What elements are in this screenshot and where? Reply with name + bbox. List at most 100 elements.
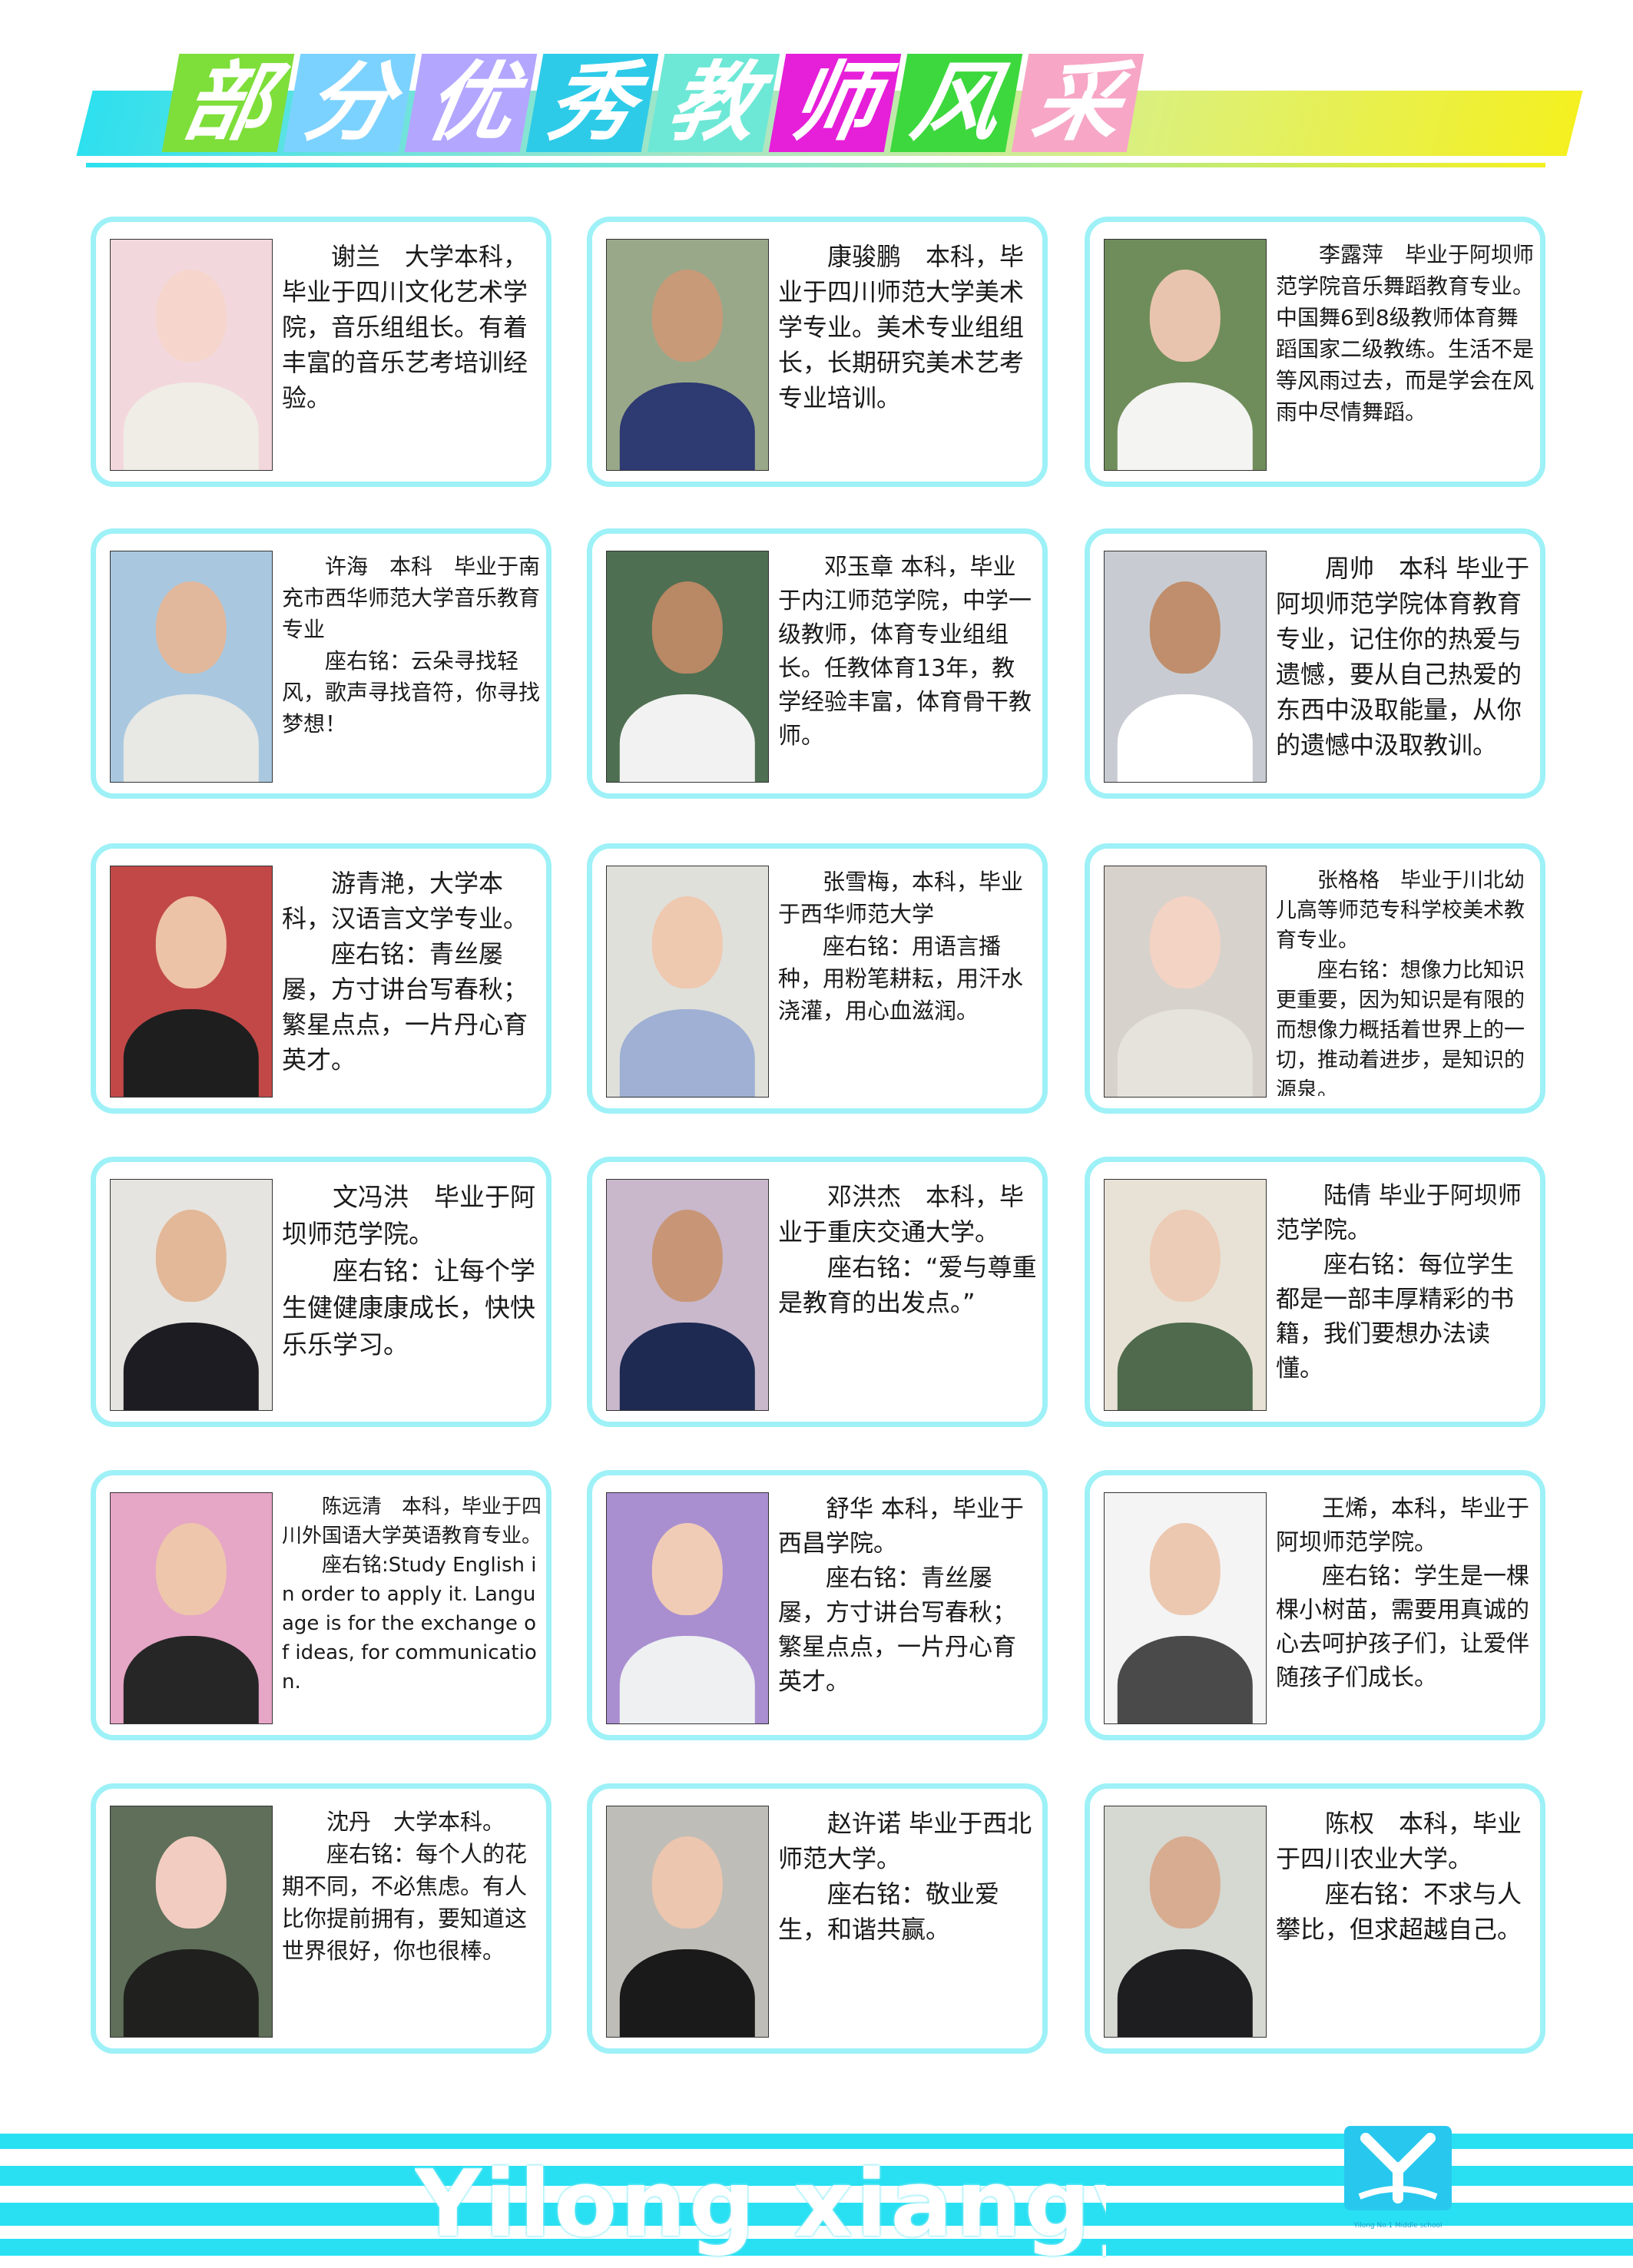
teacher-photo — [110, 239, 273, 471]
teacher-photo — [1104, 551, 1267, 783]
photo-figure-head — [1149, 1210, 1221, 1302]
photo-figure-head — [1149, 1523, 1221, 1615]
teacher-card: 张雪梅，本科，毕业于西华师范大学 座右铭：用语言播种，用粉笔耕耘，用汗水浇灌，用… — [587, 843, 1048, 1114]
teacher-photo — [1104, 1179, 1267, 1411]
photo-figure-body — [1117, 694, 1254, 782]
teacher-photo — [110, 1806, 273, 2038]
photo-figure-head — [651, 270, 724, 362]
title-underline — [86, 163, 1545, 167]
teacher-bio: 邓洪杰 本科，毕业于重庆交通大学。 座右铭：“爱与尊重是教育的出发点。” — [778, 1182, 1037, 1317]
teacher-photo — [1104, 866, 1267, 1098]
teacher-card: 舒华 本科，毕业于西昌学院。 座右铭：青丝屡屡，方寸讲台写春秋；繁星点点，一片丹… — [587, 1470, 1048, 1740]
teacher-card: 沈丹 大学本科。 座右铭：每个人的花期不同，不必焦虑。有人比你提前拥有，要知道这… — [91, 1783, 552, 2054]
title-char: 优 — [404, 53, 538, 153]
teacher-bio: 陈权 本科，毕业于四川农业大学。 座右铭：不求与人攀比，但求超越自己。 — [1276, 1809, 1522, 1944]
title-char: 教 — [647, 53, 780, 153]
photo-figure-body — [619, 1949, 756, 2037]
photo-figure-body — [123, 1949, 260, 2037]
teacher-card: 周帅 本科 毕业于阿坝师范学院体育教育专业，记住你的热爱与遗憾，要从自己热爱的东… — [1085, 528, 1545, 799]
title-char: 风 — [889, 53, 1023, 153]
photo-figure-body — [123, 694, 260, 782]
photo-figure-head — [651, 1210, 724, 1302]
teacher-bio: 张格格 毕业于川北幼儿高等师范专科学校美术教育专业。 座右铭：想像力比知识更重要… — [1276, 869, 1525, 1096]
photo-figure-head — [155, 896, 227, 988]
photo-figure-head — [155, 1523, 227, 1615]
teacher-bio: 许海 本科 毕业于南充市西华师范大学音乐教育专业 座右铭：云朵寻找轻风，歌声寻找… — [282, 554, 541, 737]
teacher-photo — [110, 866, 273, 1098]
title-char: 师 — [768, 53, 902, 153]
teacher-bio: 赵许诺 毕业于西北师范大学。 座右铭：敬业爱生，和谐共赢。 — [778, 1809, 1032, 1944]
page-title: 部 分 优 秀 教 师 风 采 — [161, 53, 1144, 153]
teacher-bio: 文冯洪 毕业于阿坝师范学院。 座右铭：让每个学生健健康康成长，快快乐乐学习。 — [282, 1182, 535, 1359]
teacher-card: 康骏鹏 本科，毕业于四川师范大学美术学专业。美术专业组组长，长期研究美术艺考专业… — [587, 217, 1048, 487]
title-char: 采 — [1011, 53, 1144, 153]
teacher-bio: 游青滟，大学本科，汉语言文学专业。 座右铭：青丝屡屡，方寸讲台写春秋；繁星点点，… — [282, 869, 528, 1074]
title-char: 部 — [161, 53, 295, 153]
logo-caption: Yilong No.1 Middle school — [1353, 2222, 1443, 2230]
teacher-photo — [606, 551, 769, 783]
photo-figure-body — [1117, 1949, 1254, 2037]
teacher-photo — [1104, 239, 1267, 471]
teacher-card: 游青滟，大学本科，汉语言文学专业。 座右铭：青丝屡屡，方寸讲台写春秋；繁星点点，… — [91, 843, 552, 1114]
teacher-card: 李露萍 毕业于阿坝师范学院音乐舞蹈教育专业。中国舞6到8级教师体育舞蹈国家二级教… — [1085, 217, 1545, 487]
footer-text: Yilong xiangyu — [415, 2151, 1106, 2258]
teacher-bio: 康骏鹏 本科，毕业于四川师范大学美术学专业。美术专业组组长，长期研究美术艺考专业… — [778, 242, 1025, 412]
footer-stripe — [0, 2239, 1633, 2256]
photo-figure-body — [619, 1323, 756, 1410]
photo-figure-head — [155, 270, 227, 362]
teacher-card: 陈权 本科，毕业于四川农业大学。 座右铭：不求与人攀比，但求超越自己。 — [1085, 1783, 1545, 2054]
photo-figure-head — [155, 1210, 227, 1302]
photo-figure-body — [619, 694, 756, 782]
teacher-card: 许海 本科 毕业于南充市西华师范大学音乐教育专业 座右铭：云朵寻找轻风，歌声寻找… — [91, 528, 552, 799]
title-char: 秀 — [525, 53, 659, 153]
teacher-card: 文冯洪 毕业于阿坝师范学院。 座右铭：让每个学生健健康康成长，快快乐乐学习。 — [91, 1157, 552, 1427]
teacher-card: 邓洪杰 本科，毕业于重庆交通大学。 座右铭：“爱与尊重是教育的出发点。” — [587, 1157, 1048, 1427]
teacher-photo — [110, 1179, 273, 1411]
teacher-card: 陆倩 毕业于阿坝师范学院。 座右铭：每位学生都是一部丰厚精彩的书籍，我们要想办法… — [1085, 1157, 1545, 1427]
teacher-photo — [606, 1806, 769, 2038]
teacher-photo — [606, 1179, 769, 1411]
photo-figure-body — [1117, 1009, 1254, 1097]
photo-figure-head — [1149, 896, 1221, 988]
teacher-photo — [606, 866, 769, 1098]
photo-figure-body — [619, 1009, 756, 1097]
teacher-photo — [606, 239, 769, 471]
teacher-bio: 陆倩 毕业于阿坝师范学院。 座右铭：每位学生都是一部丰厚精彩的书籍，我们要想办法… — [1276, 1182, 1522, 1382]
teacher-bio: 李露萍 毕业于阿坝师范学院音乐舞蹈教育专业。中国舞6到8级教师体育舞蹈国家二级教… — [1276, 242, 1535, 425]
teacher-bio: 王烯，本科，毕业于阿坝师范学院。 座右铭：学生是一棵棵小树苗，需要用真诚的心去呵… — [1276, 1495, 1529, 1691]
photo-figure-head — [1149, 1836, 1221, 1929]
photo-figure-head — [651, 581, 724, 674]
teacher-card: 赵许诺 毕业于西北师范大学。 座右铭：敬业爱生，和谐共赢。 — [587, 1783, 1048, 2054]
teacher-bio: 沈丹 大学本科。 座右铭：每个人的花期不同，不必焦虑。有人比你提前拥有，要知道这… — [282, 1809, 528, 1964]
footer-stripe — [0, 2134, 1633, 2149]
photo-figure-head — [155, 1836, 227, 1929]
teacher-bio: 周帅 本科 毕业于阿坝师范学院体育教育专业，记住你的热爱与遗憾，要从自己热爱的东… — [1276, 554, 1530, 760]
photo-figure-head — [651, 1523, 724, 1615]
teacher-photo — [110, 1492, 273, 1724]
photo-figure-body — [619, 382, 756, 470]
teacher-card: 陈远清 本科，毕业于四川外国语大学英语教育专业。 座右铭:Study Engli… — [91, 1470, 552, 1740]
teacher-photo — [1104, 1806, 1267, 2038]
photo-figure-body — [123, 1636, 260, 1723]
photo-figure-body — [1117, 1636, 1254, 1723]
photo-figure-body — [1117, 382, 1254, 470]
photo-figure-body — [123, 1009, 260, 1097]
photo-figure-head — [651, 896, 724, 988]
teacher-photo — [1104, 1492, 1267, 1724]
teacher-photo — [606, 1492, 769, 1724]
teacher-bio: 张雪梅，本科，毕业于西华师范大学 座右铭：用语言播种，用粉笔耕耘，用汗水浇灌，用… — [778, 869, 1024, 1024]
photo-figure-body — [619, 1636, 756, 1723]
school-logo: Yilong No.1 Middle school — [1344, 2126, 1452, 2230]
photo-figure-head — [1149, 581, 1221, 674]
title-char: 分 — [283, 53, 416, 153]
teacher-bio: 谢兰 大学本科，毕业于四川文化艺术学院，音乐组组长。有着丰富的音乐艺考培训经验。 — [282, 242, 528, 412]
teacher-bio: 陈远清 本科，毕业于四川外国语大学英语教育专业。 座右铭:Study Engli… — [282, 1495, 542, 1694]
teacher-bio: 舒华 本科，毕业于西昌学院。 座右铭：青丝屡屡，方寸讲台写春秋；繁星点点，一片丹… — [778, 1495, 1024, 1696]
teacher-card: 王烯，本科，毕业于阿坝师范学院。 座右铭：学生是一棵棵小树苗，需要用真诚的心去呵… — [1085, 1470, 1545, 1740]
teacher-card: 张格格 毕业于川北幼儿高等师范专科学校美术教育专业。 座右铭：想像力比知识更重要… — [1085, 843, 1545, 1114]
teacher-card: 谢兰 大学本科，毕业于四川文化艺术学院，音乐组组长。有着丰富的音乐艺考培训经验。 — [91, 217, 552, 487]
photo-figure-head — [1149, 270, 1221, 362]
teacher-card: 邓玉章 本科，毕业于内江师范学院，中学一级教师，体育专业组组长。任教体育13年，… — [587, 528, 1048, 799]
photo-figure-head — [155, 581, 227, 674]
photo-figure-head — [651, 1836, 724, 1929]
